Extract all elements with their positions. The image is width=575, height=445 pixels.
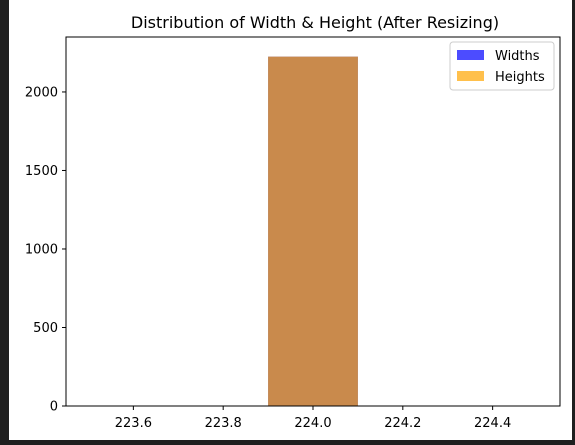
legend-label-heights: Heights bbox=[495, 70, 545, 85]
legend-swatch-widths bbox=[457, 50, 484, 60]
x-tick-label: 223.8 bbox=[205, 416, 242, 431]
x-tick-label: 224.2 bbox=[384, 416, 421, 431]
y-tick-label: 1000 bbox=[25, 242, 58, 257]
legend-label-widths: Widths bbox=[495, 49, 540, 64]
x-tick-label: 224.4 bbox=[474, 416, 511, 431]
x-tick-label: 223.6 bbox=[115, 416, 152, 431]
chart-figure: Distribution of Width & Height (After Re… bbox=[9, 0, 572, 440]
legend: Widths Heights bbox=[449, 41, 555, 91]
bar-heights-0 bbox=[268, 56, 358, 407]
legend-swatch-heights bbox=[457, 71, 484, 81]
y-tick-label: 2000 bbox=[25, 85, 58, 100]
y-tick-label: 0 bbox=[50, 400, 58, 415]
y-tick-label: 500 bbox=[33, 321, 58, 336]
y-tick-label: 1500 bbox=[25, 164, 58, 179]
histogram-chart: Distribution of Width & Height (After Re… bbox=[25, 13, 561, 431]
x-tick-label: 224.0 bbox=[294, 416, 331, 431]
plot-area bbox=[268, 56, 358, 407]
axes: 223.6 223.8 224.0 224.2 224.4 0 500 1000 1500 200… bbox=[25, 36, 561, 431]
chart-title: Distribution of Width & Height (After Re… bbox=[131, 13, 499, 32]
